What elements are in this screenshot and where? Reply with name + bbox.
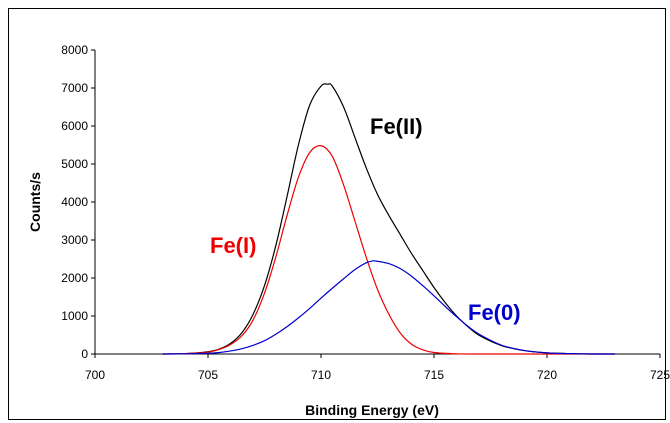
y-tick-label: 6000 <box>61 119 88 133</box>
y-tick-label: 0 <box>81 347 88 361</box>
series-label-fe1: Fe(I) <box>210 233 256 258</box>
y-tick-label: 2000 <box>61 271 88 285</box>
x-tick-label: 720 <box>537 368 557 382</box>
x-tick-label: 710 <box>311 368 331 382</box>
x-tick-label: 700 <box>85 368 105 382</box>
y-tick-label: 5000 <box>61 157 88 171</box>
x-tick-label: 705 <box>198 368 218 382</box>
y-tick-label: 8000 <box>61 43 88 57</box>
x-tick-label: 725 <box>650 368 670 382</box>
x-axis-title: Binding Energy (eV) <box>305 402 439 418</box>
series-line-fe-i <box>162 145 615 355</box>
y-tick-label: 3000 <box>61 233 88 247</box>
chart-frame <box>8 8 666 420</box>
axes <box>94 50 660 355</box>
y-tick-label: 7000 <box>61 81 88 95</box>
ticks: 0 1000 2000 3000 4000 5000 6000 7000 8000 700 705 7… <box>61 43 670 382</box>
series-line-fe-0 <box>162 260 615 355</box>
y-tick-label: 1000 <box>61 309 88 323</box>
series-line-fe-ii <box>162 83 615 355</box>
x-tick-label: 715 <box>424 368 444 382</box>
y-axis-title: Counts/s <box>27 172 43 232</box>
y-tick-label: 4000 <box>61 195 88 209</box>
series-lines <box>162 83 615 355</box>
series-label-fe2: Fe(II) <box>370 114 423 139</box>
series-label-fe0: Fe(0) <box>468 300 521 325</box>
